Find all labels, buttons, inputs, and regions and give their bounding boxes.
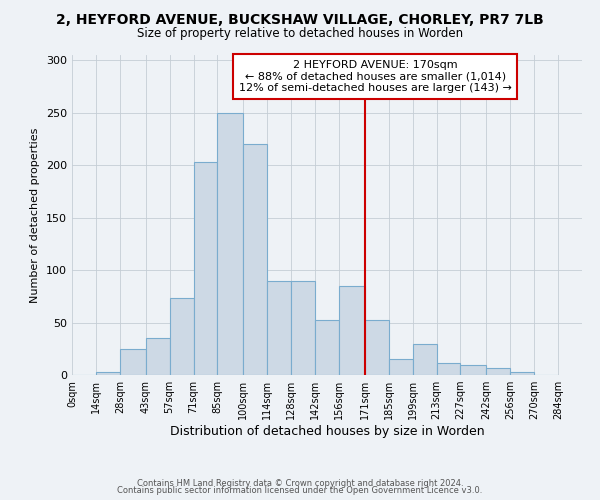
Bar [437,364,460,375]
X-axis label: Distribution of detached houses by size in Worden: Distribution of detached houses by size … [170,425,484,438]
Bar [96,372,120,375]
Bar [243,144,267,375]
Bar [413,344,437,375]
Bar [170,298,194,375]
Bar [510,372,534,375]
Bar [217,112,243,375]
Text: 2 HEYFORD AVENUE: 170sqm
← 88% of detached houses are smaller (1,014)
12% of sem: 2 HEYFORD AVENUE: 170sqm ← 88% of detach… [239,60,512,93]
Bar [486,368,510,375]
Bar [291,280,315,375]
Bar [339,286,365,375]
Bar [315,320,339,375]
Text: Contains public sector information licensed under the Open Government Licence v3: Contains public sector information licen… [118,486,482,495]
Text: Contains HM Land Registry data © Crown copyright and database right 2024.: Contains HM Land Registry data © Crown c… [137,478,463,488]
Bar [120,349,146,375]
Bar [194,162,217,375]
Bar [389,360,413,375]
Bar [267,280,291,375]
Bar [365,320,389,375]
Text: 2, HEYFORD AVENUE, BUCKSHAW VILLAGE, CHORLEY, PR7 7LB: 2, HEYFORD AVENUE, BUCKSHAW VILLAGE, CHO… [56,12,544,26]
Y-axis label: Number of detached properties: Number of detached properties [31,128,40,302]
Text: Size of property relative to detached houses in Worden: Size of property relative to detached ho… [137,28,463,40]
Bar [146,338,170,375]
Bar [460,364,486,375]
